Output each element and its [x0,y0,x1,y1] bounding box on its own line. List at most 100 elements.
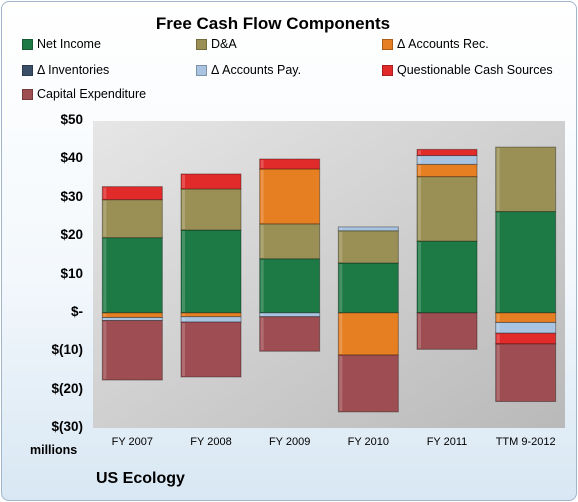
x-tick-label: FY 2011 [426,436,468,448]
bar-highlight [418,156,421,164]
bar-segment [337,230,399,264]
bar-highlight [182,317,185,322]
bar-highlight [418,165,421,176]
legend-label: Δ Accounts Pay. [211,63,302,77]
bar-highlight [339,313,343,355]
bar-segment [259,316,321,352]
bar-highlight [182,174,185,188]
bar-highlight [103,318,107,320]
y-tick-label: $20 [60,227,83,243]
legend-item: Δ Inventories [22,63,109,77]
bar-segment [180,229,242,314]
bar-highlight [103,200,107,237]
bar-segment [259,223,321,260]
bar-segment [337,312,399,356]
legend-label: Questionable Cash Sources [397,63,553,77]
bar-highlight [418,313,421,349]
bar-segment [416,163,478,178]
bar-highlight [260,317,264,351]
legend-swatch [22,88,33,100]
bar-highlight [182,230,185,312]
legend-item: D&A [196,37,237,51]
bar-highlight [496,334,500,343]
y-tick-label: $30 [60,188,83,204]
chart-title: Free Cash Flow Components [155,14,391,33]
bar-segment [259,168,321,225]
bar-segment [259,312,321,318]
bar-segment [180,173,242,190]
bar-highlight [418,177,421,241]
x-tick-label: FY 2007 [111,436,154,448]
bar-highlight [339,356,343,411]
bar-highlight [260,169,264,223]
bar-segment [416,240,478,314]
legend-swatch [196,64,207,76]
bar-segment [337,226,399,232]
y-tick-label: $10 [60,265,83,281]
bar-segment [101,320,163,381]
bar-highlight [103,187,107,199]
bar-segment [416,148,478,157]
legend-swatch [196,38,207,50]
legend-swatch [382,38,393,50]
bar-highlight [339,231,343,262]
bar-segment [101,237,163,314]
bar-highlight [260,224,264,258]
company-label: US Ecology [96,470,185,487]
bar-segment [416,155,478,165]
bar-segment [495,146,557,213]
bar-segment [259,258,321,314]
legend-item: Net Income [22,37,101,51]
legend-item: Questionable Cash Sources [382,63,553,77]
legend-swatch [22,64,33,76]
x-tick-label: FY 2009 [268,436,311,448]
bar-segment [495,332,557,345]
bar-segment [337,262,399,314]
legend-label: Δ Accounts Rec. [397,37,489,51]
legend-item: Δ Accounts Rec. [382,37,489,51]
y-tick-label: $50 [60,112,83,127]
x-tick-label: TTM 9-2012 [495,436,556,448]
units-label: millions [30,443,78,457]
y-tick-label: $(20) [51,380,83,396]
bar-segment [416,312,478,350]
bar-highlight [103,238,107,312]
plot-area [93,121,565,428]
bar-highlight [103,321,107,380]
bar-highlight [182,313,185,316]
y-tick-label: $(10) [51,342,83,358]
x-tick-label: FY 2008 [190,436,232,448]
bar-segment [101,312,163,318]
bar-segment [180,316,242,323]
bar-highlight [339,263,343,312]
legend-label: Δ Inventories [37,63,110,77]
bar-highlight [339,227,343,230]
bar-highlight [418,150,421,155]
bar-segment [495,312,557,323]
x-tick-label: FY 2010 [347,436,390,448]
bar-highlight [260,159,264,168]
bar-highlight [418,242,421,312]
bar-segment [495,211,557,314]
chart-legend: Net Income D&A Δ Accounts Rec. Δ Inventorie… [0,0,578,110]
bar-highlight [260,313,264,316]
bar-segment [101,199,163,239]
y-tick-label: $(30) [51,419,83,434]
y-tick-label: $40 [60,150,83,166]
legend-label: D&A [211,37,237,51]
bar-highlight [496,148,500,211]
bar-highlight [496,323,500,333]
legend-item: Capital Expenditure [22,87,146,101]
bar-segment [495,321,557,334]
bar-highlight [496,212,500,312]
bar-highlight [496,344,500,401]
bar-highlight [103,313,107,317]
bar-highlight [182,323,185,376]
bar-segment [495,343,557,403]
legend-label: Net Income [37,37,101,51]
legend-swatch [382,64,393,76]
bar-highlight [260,259,264,312]
bar-segment [180,312,242,318]
bar-highlight [496,313,500,322]
